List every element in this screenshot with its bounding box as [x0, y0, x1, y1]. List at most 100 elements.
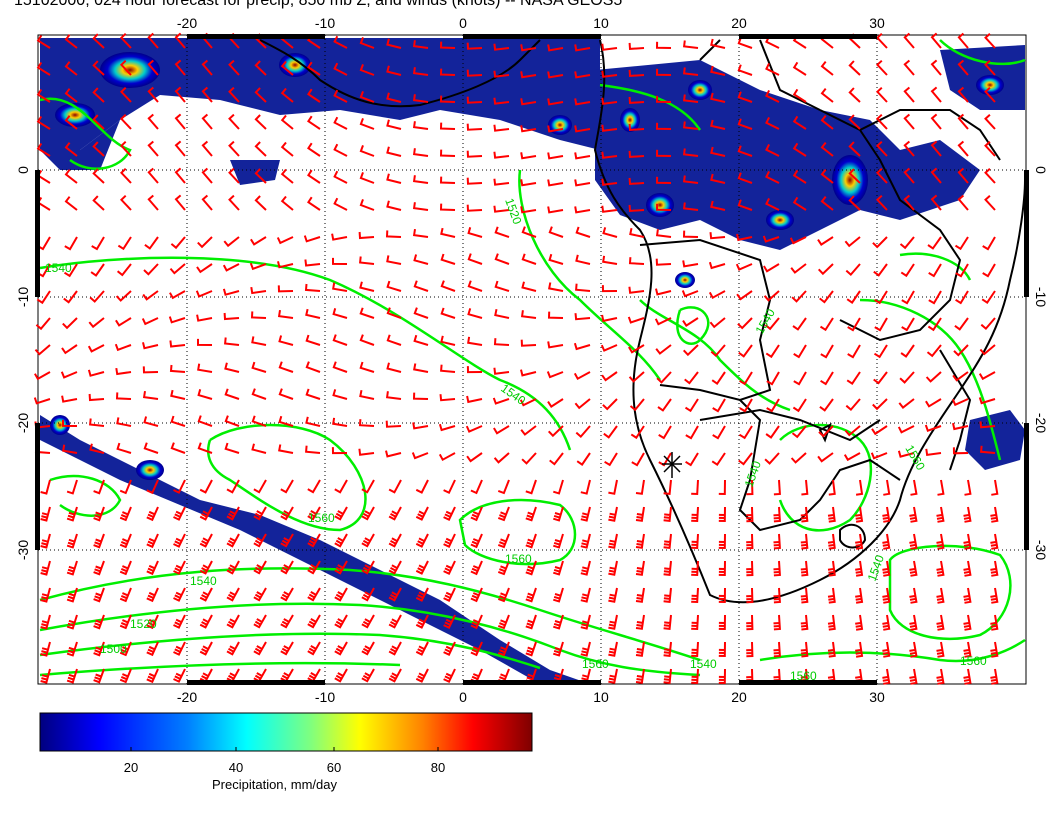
wind-barb [497, 587, 510, 603]
wind-barb [574, 44, 591, 52]
wind-barb [66, 533, 78, 549]
colorbar-tick-label: 40 [228, 760, 244, 775]
wind-barb [519, 398, 537, 407]
wind-barb [575, 283, 591, 292]
wind-barb [497, 533, 510, 549]
wind-barb [718, 560, 726, 577]
wind-barb [64, 34, 78, 49]
wind-barb [738, 452, 753, 466]
wind-barb [629, 398, 645, 412]
x-tick-top: 0 [459, 15, 467, 31]
wind-barb [361, 560, 375, 575]
wind-barb [361, 479, 375, 494]
wind-barb [936, 668, 945, 685]
wind-barb [520, 152, 537, 160]
wind-barb [875, 194, 888, 211]
wind-barb [142, 290, 159, 301]
wind-barb [746, 614, 754, 631]
wind-barb [925, 448, 942, 457]
wind-barb [494, 309, 510, 319]
wind-barb [936, 506, 945, 523]
wind-barb [467, 280, 483, 292]
wind-barb [467, 253, 483, 265]
wind-barb [307, 533, 321, 548]
wind-barb [64, 236, 78, 251]
wind-barb [359, 145, 375, 157]
wind-barb [168, 316, 186, 324]
wind-barb [930, 140, 942, 157]
wind-barb [927, 236, 942, 250]
wind-barb [361, 668, 375, 683]
wind-barb [635, 614, 645, 630]
wind-barb [333, 35, 348, 49]
wind-barb [735, 263, 753, 271]
wind-barb [494, 253, 510, 265]
wind-barb [574, 206, 591, 214]
wind-barb [900, 344, 915, 358]
wind-barb [115, 290, 132, 302]
wind-barb [119, 560, 132, 576]
wind-barb [415, 614, 429, 629]
wind-barb [66, 479, 78, 495]
wind-barb [691, 479, 699, 496]
wind-barb [711, 371, 726, 385]
wind-barb [765, 197, 780, 211]
wind-barb [574, 98, 591, 106]
wind-barb [497, 479, 510, 495]
wind-barb [143, 263, 159, 276]
wind-barb [280, 87, 294, 103]
wind-barb [307, 560, 321, 575]
wind-barb [882, 533, 891, 550]
wind-barb [828, 479, 836, 496]
wind-barb [493, 124, 510, 132]
wind-barb [359, 91, 375, 103]
wind-barb [709, 232, 726, 240]
wind-barb [655, 203, 672, 211]
wind-barb [467, 308, 483, 319]
wind-barb [385, 450, 402, 458]
wind-barb [415, 533, 429, 548]
wind-barb [174, 86, 186, 103]
contour-label: 1560 [960, 654, 987, 668]
wind-barb [332, 417, 348, 427]
wind-barb [412, 40, 429, 49]
wind-barb [173, 668, 186, 683]
wind-barb [493, 43, 510, 51]
wind-barb [116, 442, 132, 454]
wind-barb [443, 560, 456, 576]
wind-barb [663, 533, 672, 549]
wind-barb [333, 170, 348, 184]
wind-barb [197, 363, 213, 373]
wind-barb [903, 113, 915, 130]
wind-barb [548, 253, 564, 265]
wind-barb [170, 415, 186, 427]
wind-barb [655, 149, 672, 157]
wind-barb [358, 419, 375, 427]
wind-barb [691, 614, 699, 631]
wind-barb [903, 59, 915, 76]
wind-barb [635, 533, 645, 549]
wind-barb [655, 95, 672, 103]
contour-label: 1560 [308, 511, 335, 525]
wind-barb [493, 338, 510, 346]
contour-label: 1540 [45, 261, 72, 275]
wind-barb [792, 398, 807, 413]
wind-barb [909, 641, 918, 658]
wind-barb [525, 587, 537, 603]
wind-barb [93, 587, 105, 603]
wind-barb [146, 506, 159, 522]
wind-barb [386, 334, 402, 346]
wind-barb [711, 452, 726, 466]
wind-barb [466, 177, 483, 185]
wind-barb [40, 533, 51, 549]
wind-barb [855, 479, 864, 496]
wind-barb [119, 641, 132, 657]
wind-barb [93, 668, 105, 684]
wind-barb [963, 614, 972, 631]
wind-barb [173, 560, 186, 575]
wind-barb [278, 444, 294, 454]
wind-barb [169, 263, 186, 275]
wind-barb [173, 506, 186, 521]
wind-barb [746, 641, 754, 658]
wind-barb [63, 263, 78, 278]
